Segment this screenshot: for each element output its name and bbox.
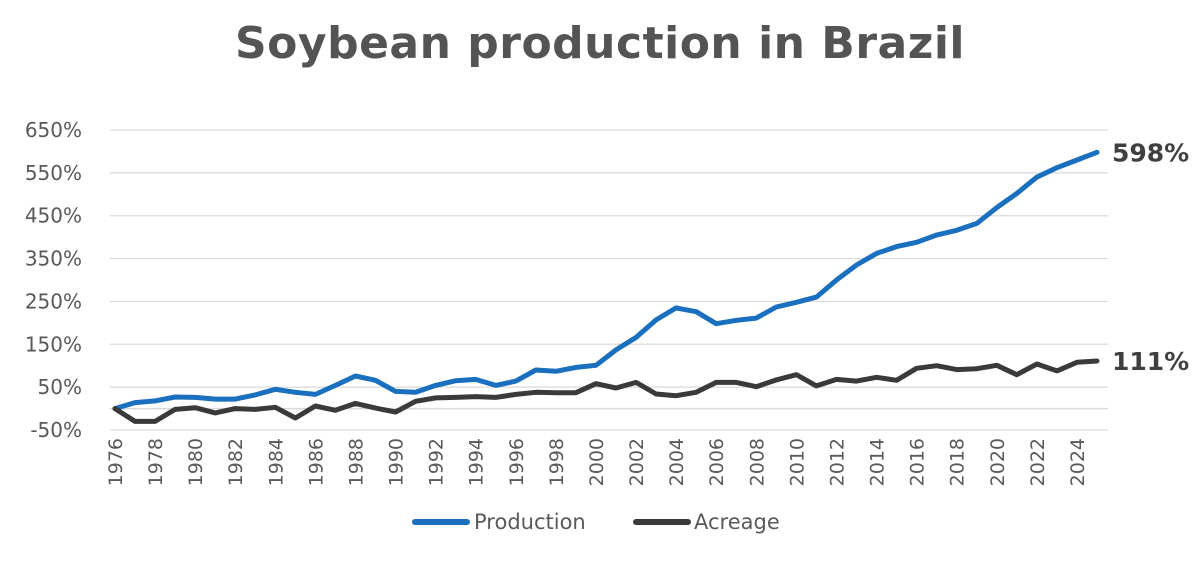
y-tick-label: 50% [38,375,82,399]
y-tick-label: 150% [25,332,82,356]
x-tick-label: 2002 [626,438,648,486]
x-tick-label: 1984 [265,438,287,486]
x-tick-label: 1986 [305,438,327,486]
y-tick-label: 550% [25,161,82,185]
x-tick-label: 2000 [586,438,608,486]
end-label-acreage: 111% [1112,347,1189,376]
x-tick-label: 2008 [746,438,768,486]
chart-title: Soybean production in Brazil [234,18,965,69]
x-tick-label: 2022 [1027,438,1049,486]
x-tick-label: 2006 [706,438,728,486]
x-tick-label: 1980 [185,438,207,486]
x-tick-label: 2024 [1067,438,1089,486]
x-tick-label: 2018 [947,438,969,486]
y-tick-label: 650% [25,118,82,142]
y-tick-label: 450% [25,204,82,228]
x-tick-label: 1992 [426,438,448,486]
legend-label-acreage: Acreage [694,510,780,534]
x-tick-label: 1978 [145,438,167,486]
series-lines [112,149,1100,424]
legend: Production Acreage [412,510,780,534]
x-tick-label: 1994 [466,438,488,486]
series-line-acreage [112,358,1100,424]
end-label-production: 598% [1112,138,1189,167]
x-tick-label: 1990 [386,438,408,486]
x-tick-label: 2010 [786,438,808,486]
series-line-production [112,149,1100,412]
y-tick-label: 350% [25,247,82,271]
x-tick-label: 1996 [506,438,528,486]
x-tick-label: 2014 [867,438,889,486]
x-tick-label: 2012 [826,438,848,486]
y-axis-ticks: -50% 50% 150% 250% 350% 450% 550% 650% [25,118,82,442]
x-tick-label: 1982 [225,438,247,486]
y-tick-label: -50% [30,418,82,442]
x-axis-ticks: 1976 1978 1980 1982 1984 1986 1988 1990 1992 1994… [105,438,1089,486]
x-tick-label: 2020 [987,438,1009,486]
x-tick-label: 2004 [666,438,688,486]
x-tick-label: 2016 [907,438,929,486]
x-tick-label: 1976 [105,438,127,486]
legend-label-production: Production [474,510,586,534]
end-labels: 598% 111% [1112,138,1189,376]
x-tick-label: 1998 [546,438,568,486]
x-tick-label: 1988 [345,438,367,486]
y-tick-label: 250% [25,289,82,313]
